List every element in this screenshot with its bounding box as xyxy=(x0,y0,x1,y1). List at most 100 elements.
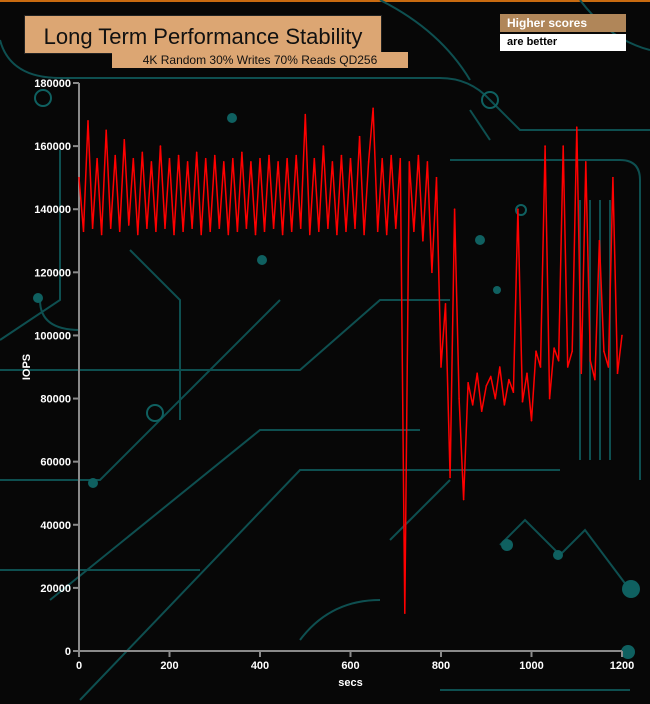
x-axis-label: secs xyxy=(338,677,362,689)
data-point xyxy=(286,157,288,160)
data-point xyxy=(318,230,320,233)
data-point xyxy=(204,157,207,160)
subtitle-box: 4K Random 30% Writes 70% Reads QD256 xyxy=(112,52,408,68)
data-point xyxy=(376,230,379,233)
data-point xyxy=(150,161,153,163)
data-point xyxy=(259,157,261,160)
data-point xyxy=(553,347,555,349)
data-point xyxy=(363,233,365,236)
data-point xyxy=(385,233,388,236)
data-point xyxy=(422,239,424,242)
data-point xyxy=(137,233,139,236)
data-point xyxy=(223,161,225,163)
data-point xyxy=(603,350,605,353)
data-point xyxy=(367,161,370,163)
data-point xyxy=(440,366,442,368)
data-point xyxy=(200,233,202,236)
chart-title: Long Term Performance Stability xyxy=(43,24,363,49)
data-point xyxy=(444,303,447,305)
data-point xyxy=(544,145,546,147)
data-point xyxy=(413,230,415,233)
y-tick-label: 120000 xyxy=(34,267,71,279)
x-tick-label: 0 xyxy=(76,660,82,672)
data-point xyxy=(594,378,596,381)
data-point xyxy=(78,176,80,179)
data-point xyxy=(526,372,528,375)
data-point xyxy=(404,612,406,614)
data-point xyxy=(159,145,162,147)
data-point xyxy=(250,161,252,163)
legend-note-bottom: are better xyxy=(500,34,626,51)
data-point xyxy=(521,400,524,403)
data-point xyxy=(168,157,171,160)
data-point xyxy=(449,476,451,479)
title-box: Long Term Performance Stability xyxy=(24,15,382,54)
data-point xyxy=(336,233,338,236)
x-tick-label: 1000 xyxy=(519,660,543,672)
data-point xyxy=(489,375,492,378)
x-tick-label: 1200 xyxy=(610,660,634,672)
y-tick-label: 40000 xyxy=(40,520,71,532)
data-point xyxy=(227,233,230,236)
data-point xyxy=(499,366,501,368)
data-point xyxy=(254,233,257,236)
data-point xyxy=(340,154,343,157)
data-point xyxy=(127,224,130,226)
data-point xyxy=(87,120,89,122)
data-point xyxy=(467,381,469,384)
data-point xyxy=(132,157,135,160)
data-point xyxy=(566,366,569,368)
data-point xyxy=(164,227,166,229)
data-point xyxy=(322,145,325,147)
data-point xyxy=(476,372,479,375)
data-point xyxy=(141,151,144,154)
data-point xyxy=(327,227,329,229)
data-point xyxy=(218,227,221,229)
data-point xyxy=(517,208,519,211)
data-point xyxy=(435,176,438,179)
data-point xyxy=(277,161,279,163)
data-point xyxy=(426,161,429,163)
data-point xyxy=(394,227,397,229)
data-point xyxy=(299,227,302,229)
data-point xyxy=(508,378,510,381)
data-point xyxy=(471,404,474,406)
x-tick-label: 800 xyxy=(432,660,450,672)
y-tick-label: 180000 xyxy=(34,78,71,90)
data-point xyxy=(612,176,614,179)
data-point xyxy=(585,161,587,163)
y-tick-label: 100000 xyxy=(34,330,71,342)
data-point xyxy=(598,239,601,242)
data-point xyxy=(381,157,383,160)
data-point xyxy=(177,154,180,157)
data-point xyxy=(263,230,266,233)
data-point xyxy=(236,230,239,233)
y-tick-label: 0 xyxy=(65,646,71,658)
data-point xyxy=(186,161,189,163)
data-point xyxy=(232,157,234,160)
data-point xyxy=(100,233,103,236)
data-point xyxy=(548,397,551,400)
data-point xyxy=(155,230,157,233)
data-point xyxy=(575,126,578,128)
data-point xyxy=(512,391,515,394)
y-axis-label: IOPS xyxy=(21,354,33,380)
data-point xyxy=(431,271,433,274)
data-point xyxy=(245,227,248,229)
data-point xyxy=(345,230,347,233)
data-point xyxy=(408,161,411,163)
data-point xyxy=(616,372,619,375)
data-point xyxy=(621,334,623,337)
data-point xyxy=(349,157,352,160)
chart-subtitle: 4K Random 30% Writes 70% Reads QD256 xyxy=(142,53,378,67)
y-tick-label: 60000 xyxy=(40,457,71,469)
data-point xyxy=(209,230,212,233)
y-tick-label: 160000 xyxy=(34,141,71,153)
data-point xyxy=(182,230,184,233)
data-point xyxy=(458,397,460,400)
data-point xyxy=(272,227,275,229)
data-point xyxy=(417,154,420,157)
data-point xyxy=(485,385,488,387)
